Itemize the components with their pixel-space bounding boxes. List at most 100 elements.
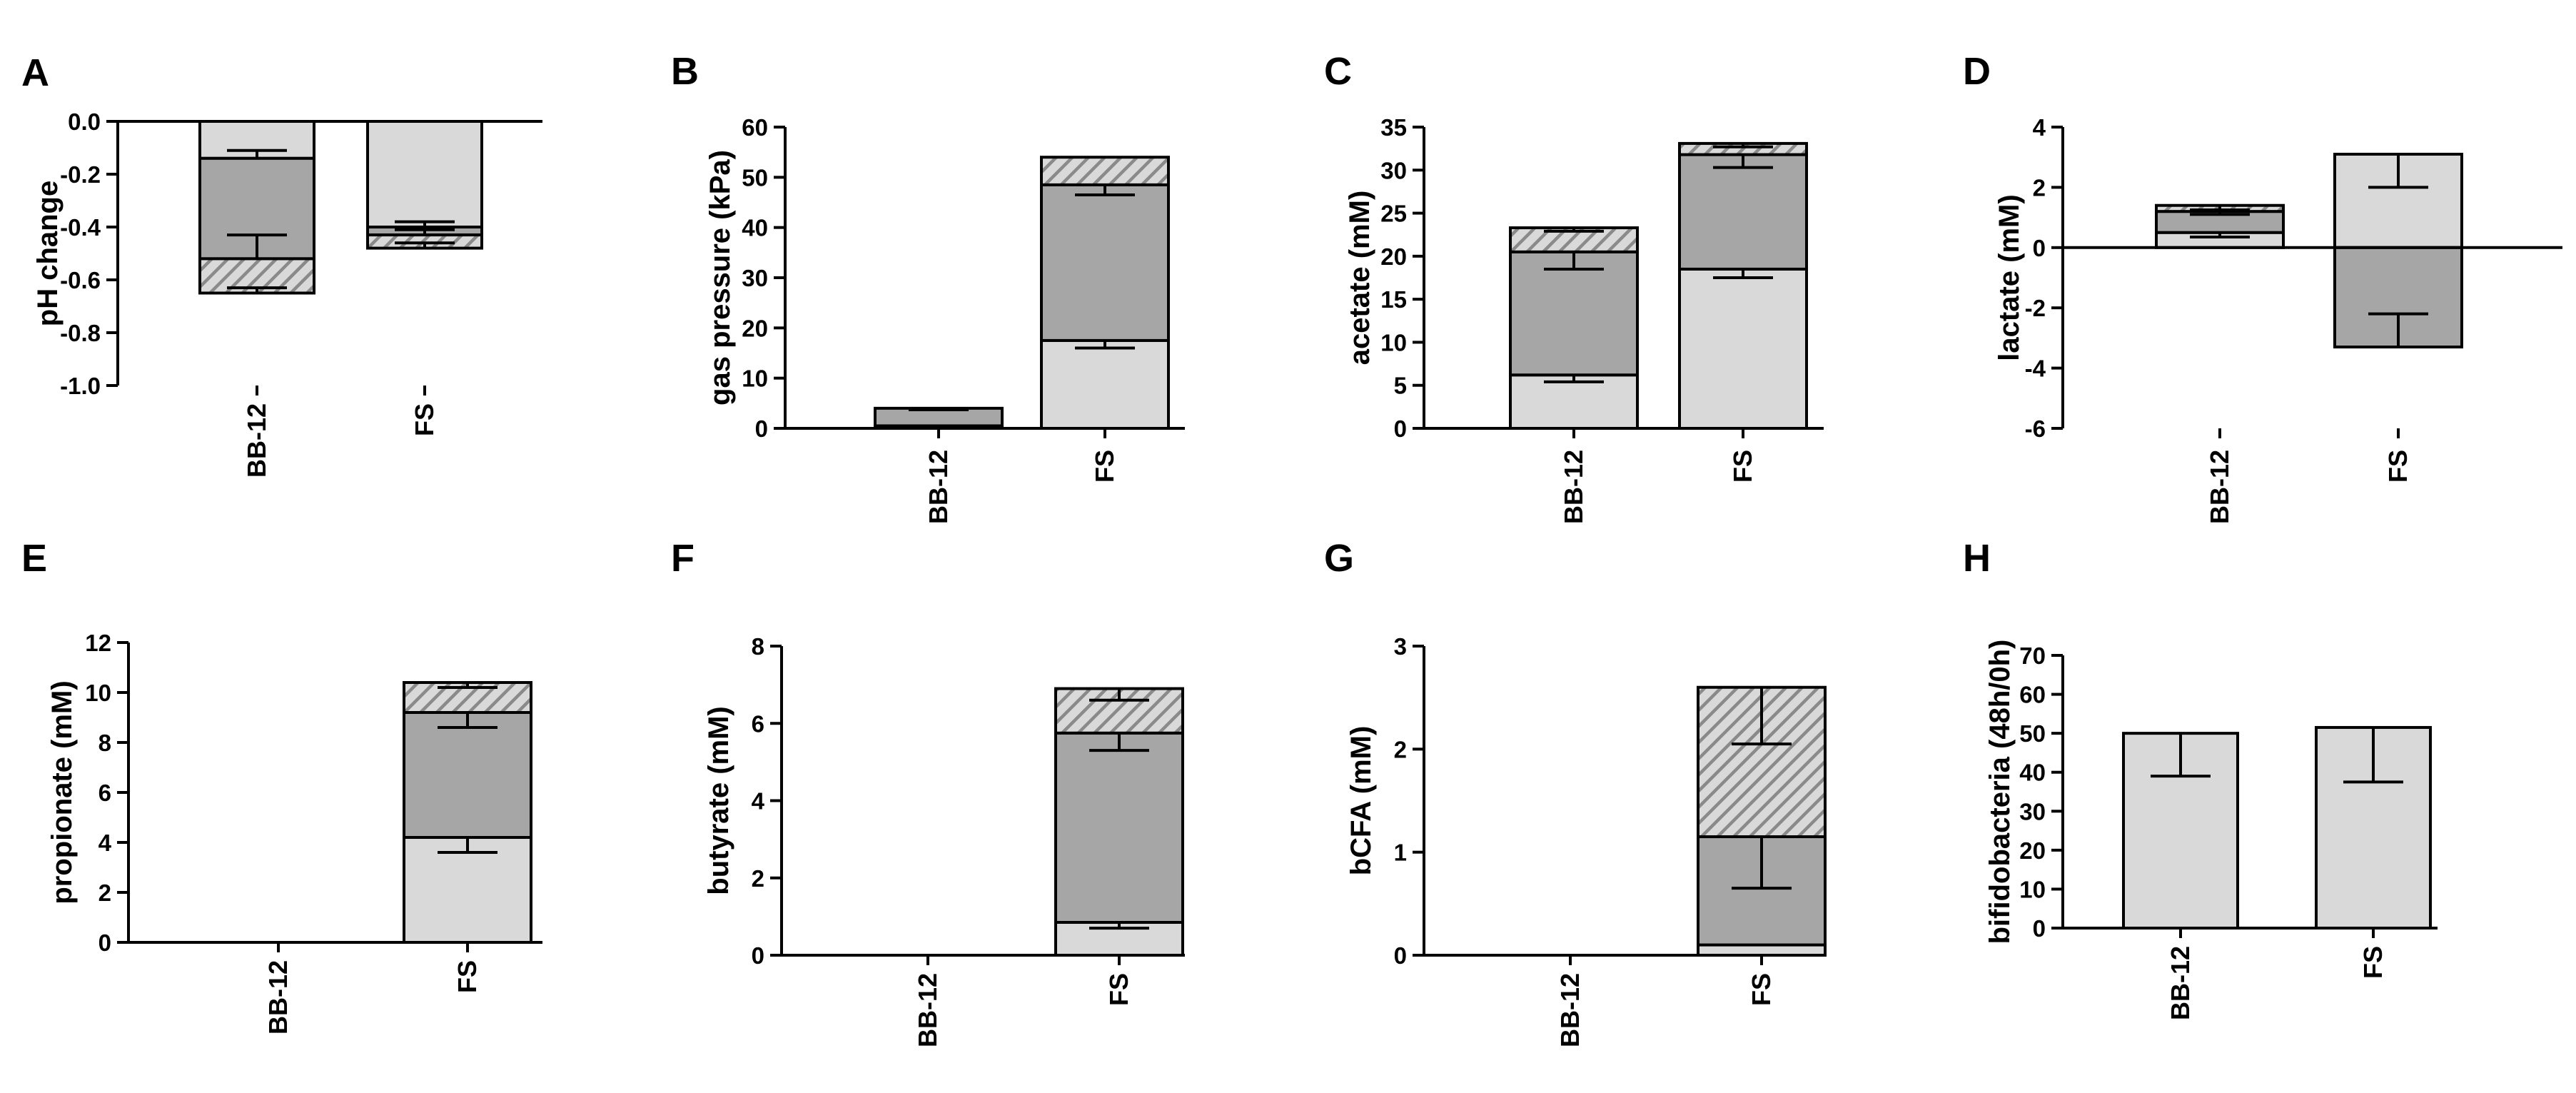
x-category-label: FS xyxy=(1728,450,1757,483)
bars xyxy=(1054,687,1184,957)
panel-a: ApH change BB-12 FS 0.0 -0.2 -0.4 -0.6 -0.8 -1.0 xyxy=(21,51,542,478)
error-bars xyxy=(1089,688,1149,930)
axes: 0 10 20 30 40 50 60 xyxy=(742,114,1185,442)
y-tick-label: 10 xyxy=(2019,876,2046,902)
y-tick-label: -1.0 xyxy=(60,373,101,399)
bars xyxy=(198,120,483,295)
x-category-label: BB-12 xyxy=(263,960,293,1034)
axes: 4 2 0 -2 -4 -6 xyxy=(2025,114,2562,442)
y-tick-label: 20 xyxy=(742,315,768,341)
y-tick-label: 4 xyxy=(2033,114,2046,141)
y-tick-label: 4 xyxy=(99,830,112,856)
y-tick-label: -0.6 xyxy=(60,267,101,293)
bars xyxy=(2122,725,2432,930)
y-axis-title: propionate (mM) xyxy=(46,680,78,904)
y-tick-label: 30 xyxy=(742,265,768,291)
bar-segment xyxy=(1678,153,1808,271)
y-tick-label: 60 xyxy=(2019,682,2046,708)
error-bars xyxy=(1732,687,1792,890)
y-axis-title: acetate (mM) xyxy=(1344,191,1375,366)
bar-segment xyxy=(403,711,532,839)
y-tick-label: 0 xyxy=(755,415,768,442)
x-category-label: FS xyxy=(2383,450,2413,483)
x-category-label: FS xyxy=(453,960,482,993)
y-tick-label: 4 xyxy=(752,788,765,815)
bar-segment xyxy=(366,120,483,228)
y-tick-label: 8 xyxy=(752,633,764,660)
panel-letter: A xyxy=(21,51,49,94)
y-tick-label: 50 xyxy=(2019,720,2046,747)
panel-letter: E xyxy=(21,537,47,580)
bars xyxy=(874,156,1170,430)
y-tick-label: 10 xyxy=(1380,329,1407,356)
panel-letter: C xyxy=(1324,50,1352,93)
bar-segment xyxy=(1054,731,1184,924)
y-tick-label: 50 xyxy=(742,164,768,191)
axes: 0 1 2 3 xyxy=(1394,633,1824,969)
y-tick-label: 40 xyxy=(742,215,768,241)
y-axis-title: gas pressure (kPa) xyxy=(704,150,736,406)
x-category-label: BB-12 xyxy=(2166,946,2195,1020)
y-tick-label: 30 xyxy=(1380,157,1407,183)
error-bars xyxy=(1544,143,1773,383)
y-tick-label: -6 xyxy=(2025,415,2046,442)
y-tick-label: 0 xyxy=(2033,235,2046,261)
error-bars xyxy=(438,683,497,854)
x-category-label: FS xyxy=(2358,946,2388,979)
y-tick-label: -2 xyxy=(2025,295,2046,321)
bar-segment xyxy=(1678,267,1808,430)
bar-segment xyxy=(1040,156,1170,186)
y-tick-label: 25 xyxy=(1380,201,1407,227)
y-tick-label: 2 xyxy=(1394,736,1407,762)
error-bars xyxy=(2190,153,2428,348)
y-tick-label: 2 xyxy=(2033,174,2046,201)
panel-letter: F xyxy=(671,537,694,580)
y-axis-title: bifidobacteria (48h/0h) xyxy=(1984,640,2016,945)
x-category-label: BB-12 xyxy=(913,973,942,1047)
bars xyxy=(1509,141,1808,430)
error-bars xyxy=(2151,727,2403,784)
x-category-label: BB-12 xyxy=(2205,450,2234,524)
bars xyxy=(403,681,532,944)
bar-segment xyxy=(1040,338,1170,430)
y-tick-label: 2 xyxy=(752,865,764,892)
y-tick-label: -0.2 xyxy=(60,161,101,188)
x-category-label: FS xyxy=(1090,450,1119,483)
y-tick-label: 0.0 xyxy=(68,109,101,135)
y-tick-label: 3 xyxy=(1394,633,1407,660)
y-tick-label: -0.4 xyxy=(60,214,101,241)
y-tick-label: 30 xyxy=(2019,798,2046,825)
y-axis-title: lactate (mM) xyxy=(1994,194,2025,361)
y-tick-label: 0 xyxy=(1394,942,1407,969)
y-axis-title: pH change xyxy=(32,181,64,326)
y-tick-label: 1 xyxy=(1394,840,1407,866)
y-tick-label: 40 xyxy=(2019,760,2046,786)
axes: 0.0 -0.2 -0.4 -0.6 -0.8 -1.0 xyxy=(60,109,542,399)
panel-letter: B xyxy=(671,50,699,93)
panel-letter: D xyxy=(1963,50,1991,93)
y-tick-label: 70 xyxy=(2019,643,2046,669)
y-tick-label: 60 xyxy=(742,114,768,141)
x-category-label: FS xyxy=(410,403,439,436)
panel-letter: H xyxy=(1963,537,1991,580)
y-tick-label: 0 xyxy=(1394,415,1407,442)
y-tick-label: 0 xyxy=(99,930,111,956)
x-category-label: BB-12 xyxy=(1555,973,1585,1047)
y-tick-label: -4 xyxy=(2025,356,2046,382)
bars xyxy=(2155,152,2463,349)
x-category-label: FS xyxy=(1747,973,1776,1006)
y-axis-title: bCFA (mM) xyxy=(1345,726,1377,876)
bar-segment xyxy=(1040,183,1170,342)
axes: 0 2 4 6 8 xyxy=(752,633,1185,969)
panel-letter: G xyxy=(1324,537,1354,580)
bar-segment xyxy=(1509,373,1639,430)
x-category-label: FS xyxy=(1104,973,1133,1006)
y-tick-label: 5 xyxy=(1394,373,1407,399)
y-tick-label: 6 xyxy=(752,710,764,737)
